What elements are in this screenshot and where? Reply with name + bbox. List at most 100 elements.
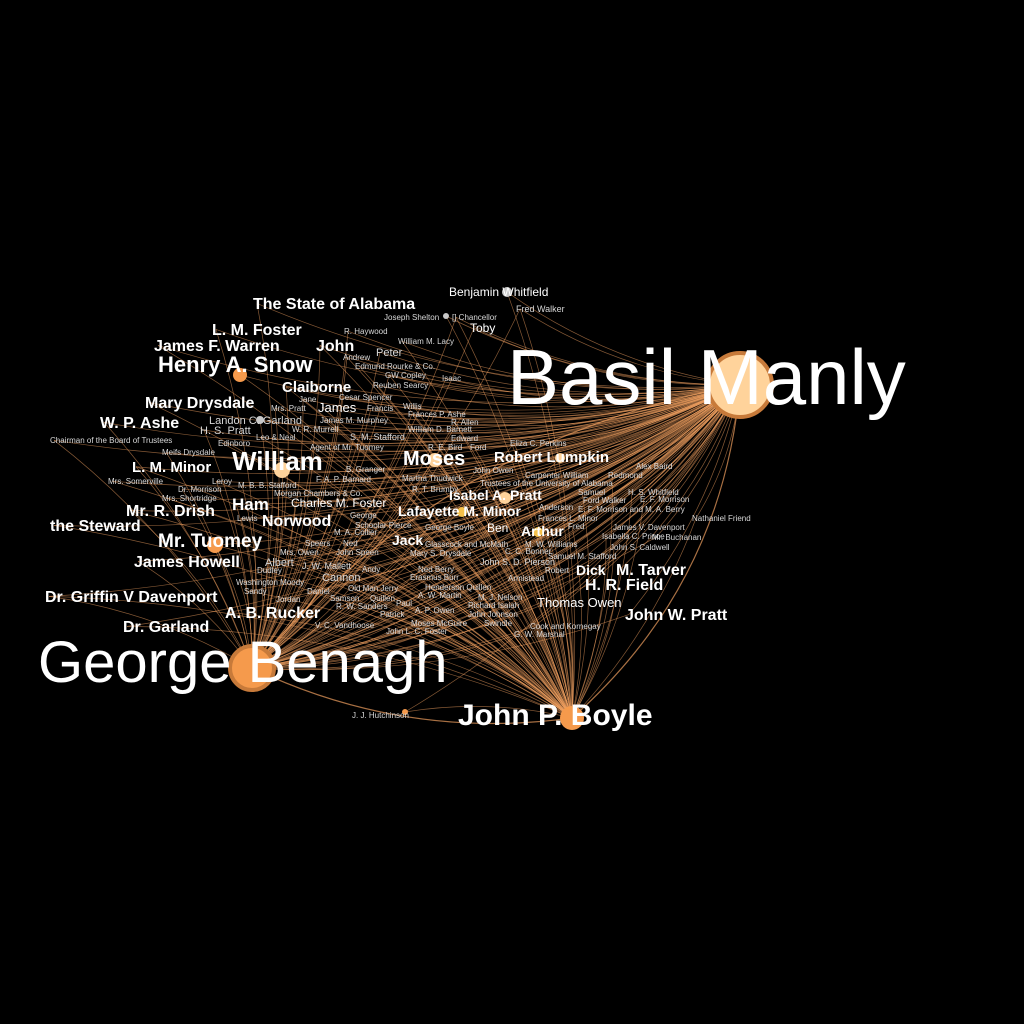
- cesar-spencer-label: Cesar Spencer: [339, 393, 393, 402]
- j-w-mallett-label: J. W. Mallett: [302, 561, 352, 571]
- edge: [251, 478, 407, 669]
- edge: [251, 506, 544, 669]
- claiborne-label: Claiborne: [282, 379, 351, 396]
- edinboro-label: Edinboro: [218, 439, 251, 448]
- edge: [251, 429, 413, 669]
- meifs-drysdale-label: Meifs Drysdale: [162, 448, 215, 457]
- washington-moody-label: Washington Moody: [236, 578, 304, 587]
- r-haywood-label: R. Haywood: [344, 327, 388, 336]
- mary-s-drysdale-label: Mary S. Drysdale: [410, 549, 472, 558]
- edge: [239, 384, 741, 583]
- edge: [319, 478, 573, 719]
- speers-label: Speers: [305, 539, 330, 548]
- george-benagh-node: [228, 644, 276, 692]
- edge: [548, 570, 573, 719]
- jordan-label: Jordan: [276, 595, 300, 604]
- george-boyle-label: George Boyle: [425, 523, 474, 532]
- edge: [528, 544, 573, 719]
- edge: [240, 384, 741, 519]
- edge: [251, 308, 521, 669]
- edge: [519, 308, 576, 719]
- edge: [251, 442, 515, 669]
- edge: [517, 384, 741, 635]
- edge: [406, 384, 741, 418]
- swindle-label: Swindle: [484, 619, 513, 628]
- mr-r-drish-label: Mr. R. Drish: [126, 503, 215, 520]
- basil-manly-node: [706, 351, 774, 419]
- albert-label: Albert: [265, 557, 294, 569]
- v-c-vandhoose-label: V. C. Vandhoose: [315, 621, 375, 630]
- john-l-foster-label: John L. C. Foster: [386, 627, 448, 636]
- edge: [295, 384, 741, 439]
- s-m-stafford-label: S. M. Stafford: [350, 432, 405, 442]
- edge: [383, 384, 741, 615]
- peter-label: Peter: [376, 347, 403, 359]
- edge: [103, 422, 253, 669]
- ben-label: Ben: [487, 521, 508, 535]
- edge: [339, 384, 741, 607]
- edge: [571, 384, 741, 719]
- john-s-caldwell-label: John S. Caldwell: [610, 543, 670, 552]
- edge: [260, 384, 741, 571]
- edge: [571, 526, 582, 719]
- redmond-label: Redmond: [608, 471, 643, 480]
- robert-lumpkin-label: Robert Lumpkin: [494, 449, 609, 466]
- arthur-node: [533, 527, 543, 537]
- edge: [215, 384, 741, 484]
- joseph-shelton-label: Joseph Shelton: [384, 313, 439, 322]
- edge: [305, 384, 741, 567]
- edge: [353, 384, 741, 516]
- leroy-label: Leroy: [212, 477, 232, 486]
- edge: [251, 577, 513, 669]
- john-speen-label: John Speen: [336, 548, 379, 557]
- moses-mcguire-label: Moses McGuire: [411, 619, 468, 628]
- edward-label: Edward: [451, 434, 478, 443]
- m-b-stafford-label: M. B. B. Stafford: [238, 481, 297, 490]
- edge: [251, 622, 489, 669]
- carpenter-william-label: Carpenter William: [525, 471, 589, 480]
- edge: [251, 375, 390, 669]
- dr-garland-label: Dr. Garland: [123, 619, 209, 636]
- cook-kornegay-label: Cook and Kornegay: [530, 622, 601, 631]
- edge: [471, 384, 741, 615]
- edge: [111, 384, 741, 487]
- edge: [48, 384, 741, 597]
- frances-p-ashe-label: Frances P. Ashe: [408, 410, 466, 419]
- m-a-collier-label: M. A. Collier: [334, 528, 377, 537]
- edge: [240, 517, 573, 719]
- richard-isaiah-label: Richard Isaiah: [468, 601, 519, 610]
- edge: [571, 518, 697, 719]
- w-williams-label: M. W. Williams: [525, 540, 577, 549]
- edge: [389, 630, 573, 719]
- edge: [53, 384, 741, 459]
- quillen-label: Quillen: [370, 594, 395, 603]
- edge: [181, 384, 741, 492]
- arthur-label: Arthur: [521, 523, 564, 539]
- edge: [383, 613, 573, 719]
- edge: [165, 384, 741, 462]
- edge: [251, 447, 315, 669]
- john-p-boyle-label: John P. Boyle: [458, 699, 653, 732]
- paul-label: Paul: [396, 599, 412, 608]
- h-s-whitfield-label: H. S. Whitfield: [628, 488, 679, 497]
- edge: [445, 315, 573, 719]
- edge: [483, 561, 573, 719]
- edge: [471, 384, 741, 606]
- the-steward-label: the Steward: [50, 518, 141, 535]
- edge: [401, 340, 741, 390]
- lafayette-m-minor-label: Lafayette M. Minor: [398, 503, 521, 519]
- schoolar-pierce-label: Schoolar Pierce: [355, 521, 412, 530]
- edge: [414, 384, 741, 624]
- ned-berry-label: Ned Berry: [418, 565, 454, 574]
- w-r-murrell-label: W. R. Murrell: [292, 425, 338, 434]
- edge: [251, 586, 430, 669]
- lewis-label: Lewis: [237, 514, 257, 523]
- edge: [135, 466, 573, 719]
- h-r-field-label: H. R. Field: [585, 577, 663, 594]
- henry-a-snow-node: [233, 368, 247, 382]
- edge: [389, 384, 741, 632]
- edge: [126, 384, 741, 627]
- edge: [473, 327, 741, 386]
- edge: [157, 345, 573, 719]
- mrs-pratt-label: Mrs. Pratt: [271, 404, 306, 413]
